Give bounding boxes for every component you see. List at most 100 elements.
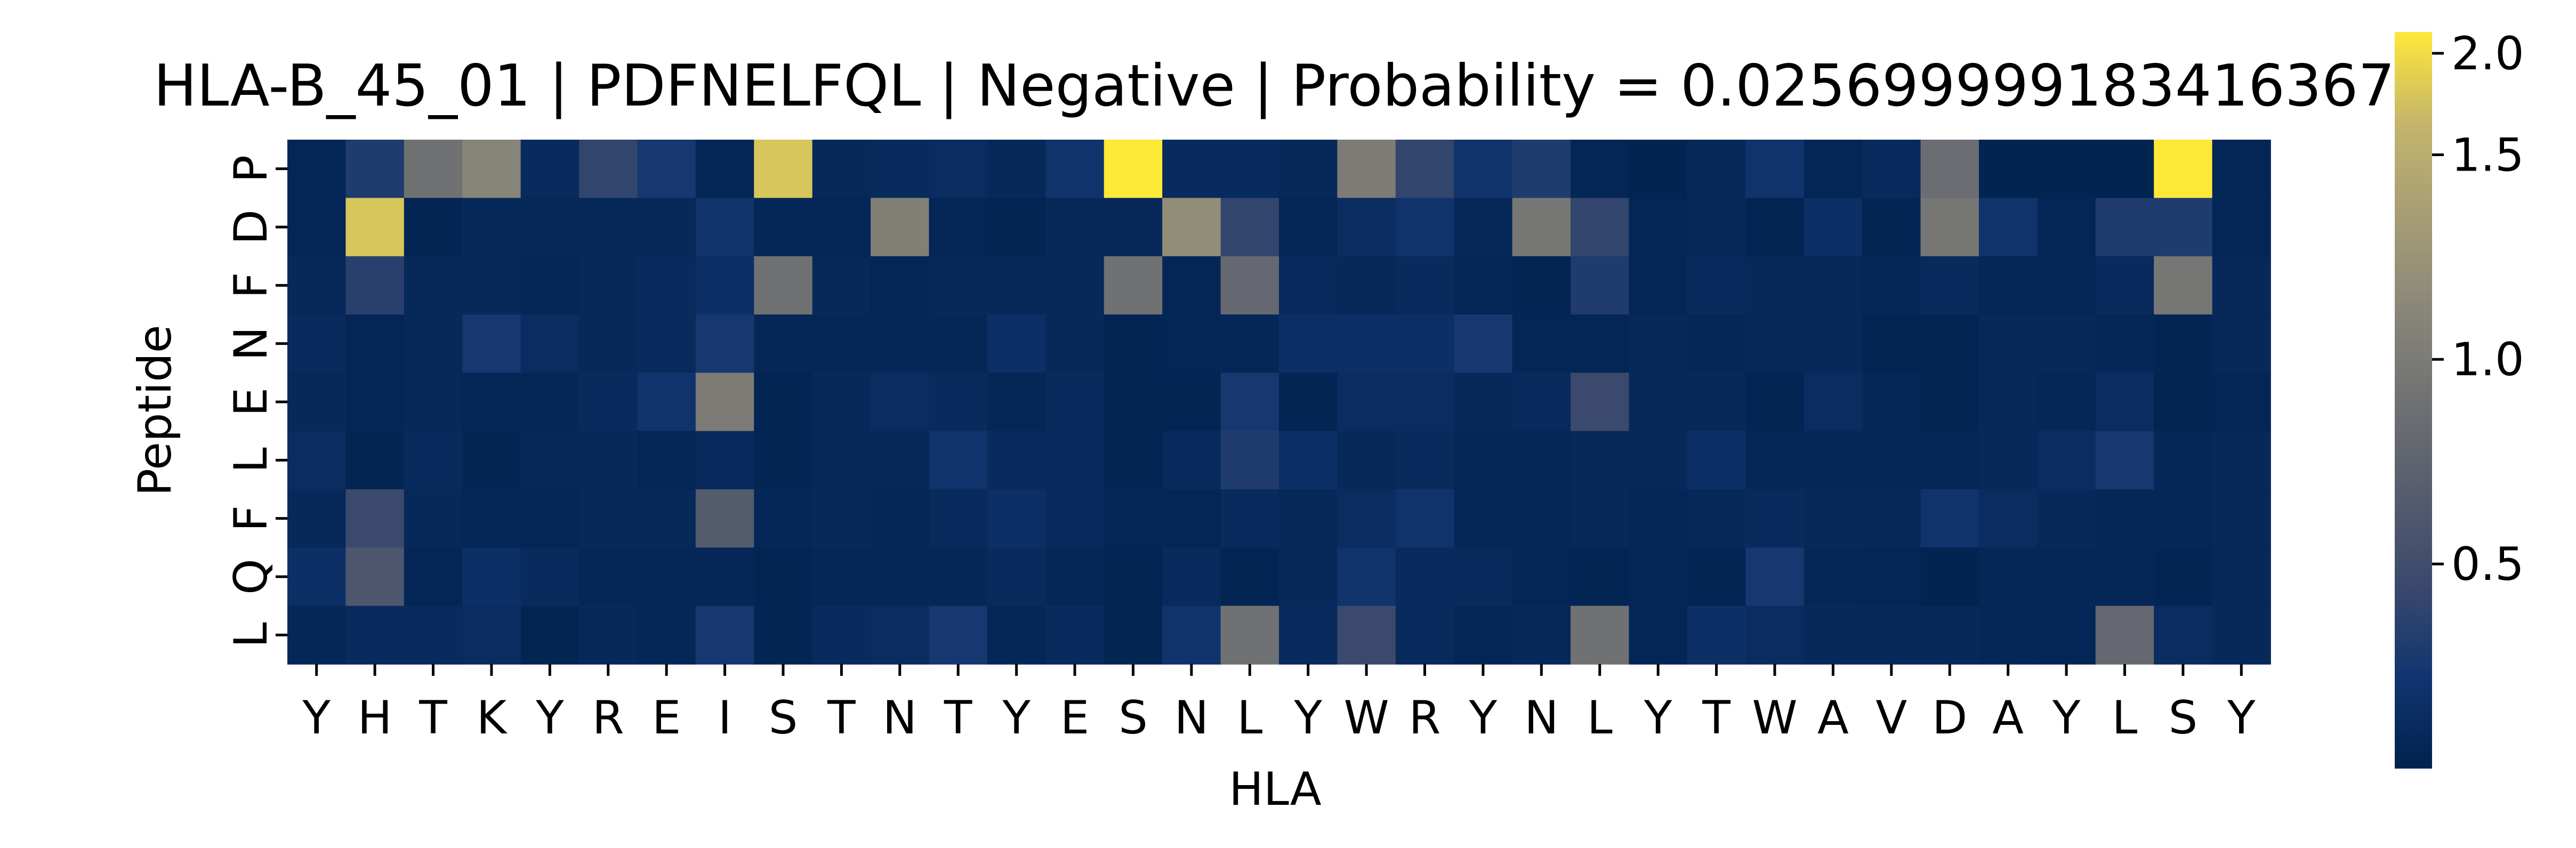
x-tick-label: T (827, 691, 856, 745)
heatmap-cell (1337, 605, 1396, 665)
heatmap-cell (1220, 489, 1279, 548)
heatmap-cell (2154, 314, 2213, 374)
heatmap-cell (987, 431, 1046, 490)
heatmap-cell (637, 373, 696, 432)
heatmap-cell (2212, 314, 2271, 374)
heatmap-cell (929, 489, 988, 548)
heatmap-cell (2095, 605, 2154, 665)
heatmap-cell (1687, 489, 1746, 548)
heatmap-cell (637, 314, 696, 374)
heatmap-cell (345, 314, 405, 374)
heatmap-cell (1162, 198, 1221, 257)
heatmap-cell (987, 373, 1046, 432)
heatmap-cell (1745, 256, 1805, 315)
heatmap-cell (345, 605, 405, 665)
heatmap-cell (754, 314, 813, 374)
x-tick-label: H (358, 691, 392, 745)
x-tick-label: Y (2052, 691, 2081, 745)
heatmap-cell (987, 547, 1046, 607)
heatmap-cell (1395, 314, 1455, 374)
chart-title: HLA-B_45_01 | PDFNELFQL | Negative | Pro… (154, 53, 2395, 119)
heatmap-cell (462, 256, 521, 315)
heatmap-cell (1279, 605, 1338, 665)
heatmap-cell (2095, 547, 2154, 607)
heatmap-cell (1104, 431, 1163, 490)
x-tick-label: T (1702, 691, 1730, 745)
heatmap-cell (287, 256, 347, 315)
heatmap-cell (812, 198, 871, 257)
heatmap-cell (1045, 605, 1105, 665)
x-tick-label: S (769, 691, 798, 745)
heatmap-cell (2154, 198, 2213, 257)
heatmap-cell (1862, 431, 1921, 490)
colorbar-tick-label: 1.0 (2451, 333, 2524, 386)
x-tick-label: Y (2227, 691, 2256, 745)
heatmap-cell (1045, 314, 1105, 374)
x-tick-label: L (1587, 691, 1613, 745)
heatmap-cell (1279, 198, 1338, 257)
heatmap-cell (812, 256, 871, 315)
heatmap-cell (1571, 256, 1630, 315)
heatmap-cell (1687, 140, 1746, 199)
heatmap-cell (1978, 314, 2038, 374)
heatmap-cell (1162, 431, 1221, 490)
heatmap-cell (871, 605, 930, 665)
heatmap-cell (1978, 256, 2038, 315)
heatmap-cell (1395, 198, 1455, 257)
heatmap-cell (404, 547, 463, 607)
heatmap-cell (1978, 198, 2038, 257)
heatmap-cell (1862, 198, 1921, 257)
heatmap-cell (987, 256, 1046, 315)
heatmap-cell (754, 140, 813, 199)
heatmap-cell (1687, 605, 1746, 665)
heatmap-cell (1454, 373, 1513, 432)
heatmap-cell (1804, 489, 1863, 548)
heatmap-cell (2095, 314, 2154, 374)
heatmap-cell (1804, 373, 1863, 432)
heatmap-cell (1978, 547, 2038, 607)
heatmap-cell (1512, 547, 1571, 607)
heatmap-cell (2037, 489, 2096, 548)
heatmap-cell (637, 489, 696, 548)
heatmap-cell (1571, 198, 1630, 257)
heatmap-cell (695, 198, 755, 257)
heatmap-cell (695, 431, 755, 490)
heatmap-cell (1920, 256, 1979, 315)
heatmap-cell (1745, 314, 1805, 374)
heatmap-cell (754, 605, 813, 665)
heatmap-cell (1512, 605, 1571, 665)
heatmap-cell (1629, 314, 1688, 374)
heatmap-cell (2212, 373, 2271, 432)
heatmap-cell (1571, 489, 1630, 548)
heatmap-cell (1395, 373, 1455, 432)
heatmap-cell (2095, 431, 2154, 490)
heatmap-cell (1220, 431, 1279, 490)
heatmap-cell (520, 489, 579, 548)
heatmap-cell (1337, 256, 1396, 315)
heatmap-cell (1629, 198, 1688, 257)
heatmap-cell (871, 431, 930, 490)
x-tick-label: T (418, 691, 447, 745)
heatmap-cell (1045, 256, 1105, 315)
heatmap-cell (1512, 314, 1571, 374)
heatmap-cell (2212, 431, 2271, 490)
heatmap-cell (1687, 314, 1746, 374)
heatmap-cell (1454, 489, 1513, 548)
heatmap-cell (695, 605, 755, 665)
heatmap-cell (462, 431, 521, 490)
heatmap-cell (404, 431, 463, 490)
heatmap-cell (812, 373, 871, 432)
heatmap-cell (1454, 605, 1513, 665)
heatmap-cell (1978, 489, 2038, 548)
x-tick-label: L (2112, 691, 2138, 745)
heatmap-cell (1220, 314, 1279, 374)
colorbar-tick-label: 0.5 (2451, 538, 2524, 591)
x-tick-label: W (1752, 691, 1797, 745)
heatmap-cell (462, 373, 521, 432)
heatmap-cell (1162, 489, 1221, 548)
heatmap-cell (1745, 373, 1805, 432)
heatmap-cell (1454, 431, 1513, 490)
heatmap-cell (1629, 431, 1688, 490)
heatmap-cell (2154, 547, 2213, 607)
heatmap-cell (1745, 431, 1805, 490)
